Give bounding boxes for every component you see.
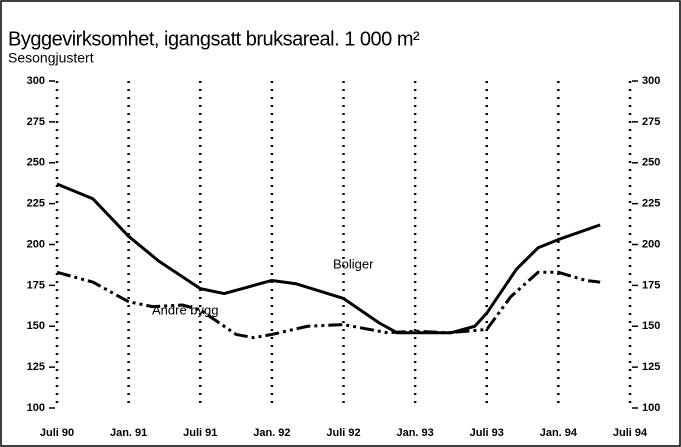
x-tick-label: Jan. 91 bbox=[110, 427, 147, 439]
y-tick-label: 275 bbox=[27, 116, 45, 128]
x-tick-label: Jan. 94 bbox=[540, 427, 578, 439]
y2-tick-label: 225 bbox=[642, 198, 660, 210]
y2-tick-label: 175 bbox=[642, 279, 660, 291]
y-tick-label: 175 bbox=[27, 279, 45, 291]
y-tick-label: 225 bbox=[27, 198, 45, 210]
y2-tick-label: 275 bbox=[642, 116, 660, 128]
x-tick-label: Juli 91 bbox=[183, 427, 217, 439]
y-tick-label: 200 bbox=[27, 238, 45, 250]
y2-tick-label: 125 bbox=[642, 361, 660, 373]
y-tick-label: 300 bbox=[27, 75, 45, 87]
chart-title: Byggevirksomhet, igangsatt bruksareal. 1… bbox=[8, 28, 420, 50]
x-tick-label: Jan. 92 bbox=[253, 427, 290, 439]
y2-tick-label: 300 bbox=[642, 75, 660, 87]
y-tick-label: 250 bbox=[27, 157, 45, 169]
chart-subtitle: Sesongjustert bbox=[8, 50, 94, 66]
y-tick-label: 100 bbox=[27, 402, 45, 414]
y2-tick-label: 250 bbox=[642, 157, 660, 169]
series-line bbox=[56, 270, 601, 340]
x-tick-label: Juli 92 bbox=[326, 427, 360, 439]
x-tick-label: Juli 94 bbox=[613, 427, 648, 439]
series-label: Boliger bbox=[333, 256, 374, 271]
y2-tick-label: 100 bbox=[642, 402, 660, 414]
x-tick-label: Jan. 93 bbox=[396, 427, 433, 439]
x-tick-label: Juli 93 bbox=[470, 427, 504, 439]
y2-tick-label: 200 bbox=[642, 238, 660, 250]
x-tick-label: Juli 90 bbox=[40, 427, 74, 439]
y2-tick-label: 150 bbox=[642, 320, 660, 332]
series-label: Andre bygg bbox=[152, 302, 219, 317]
y-tick-label: 125 bbox=[27, 361, 45, 373]
y-tick-label: 150 bbox=[27, 320, 45, 332]
series-line bbox=[56, 182, 601, 335]
